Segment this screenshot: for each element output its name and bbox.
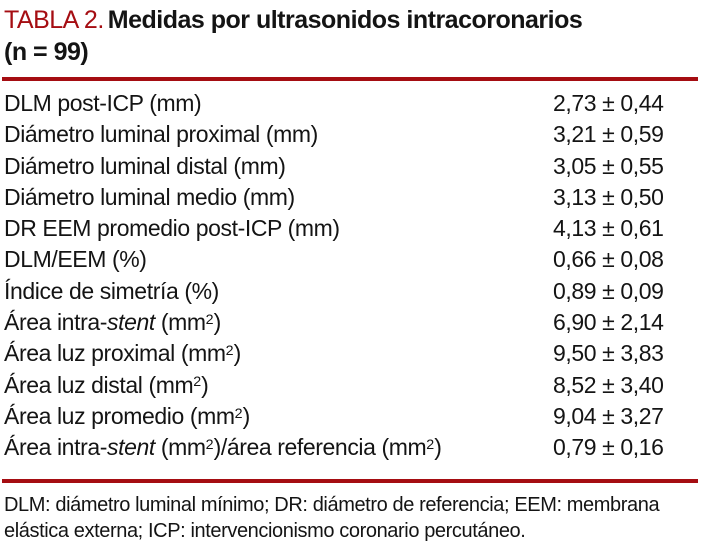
row-label: Diámetro luminal medio (mm) xyxy=(4,183,295,210)
row-value: 8,52 ± 3,40 xyxy=(553,371,664,398)
row-value: 4,13 ± 0,61 xyxy=(553,215,664,242)
row-value: 3,21 ± 0,59 xyxy=(553,121,664,148)
bottom-rule xyxy=(2,479,698,483)
row-label: Área intra-stent (mm2) xyxy=(4,309,221,336)
table-title: TABLA 2. Medidas por ultrasonidos intraco… xyxy=(4,4,583,68)
table-row: DLM post-ICP (mm) 2,73 ± 0,44 xyxy=(4,88,700,119)
row-value: 0,66 ± 0,08 xyxy=(553,246,664,273)
row-label: Diámetro luminal distal (mm) xyxy=(4,152,286,179)
footnote-line: elástica externa; ICP: intervencionismo … xyxy=(4,520,526,542)
table-row: Diámetro luminal proximal (mm) 3,21 ± 0,5… xyxy=(4,119,700,150)
row-label: Área luz promedio (mm2) xyxy=(4,402,250,429)
table-row: Área luz proximal (mm2) 9,50 ± 3,83 xyxy=(4,338,700,369)
footnote-line: DLM: diámetro luminal mínimo; DR: diámet… xyxy=(4,494,660,516)
table-sample-size: (n = 99) xyxy=(4,38,89,66)
row-label: Área luz proximal (mm2) xyxy=(4,340,241,367)
measurement-table: DLM post-ICP (mm) 2,73 ± 0,44 Diámetro lum… xyxy=(4,88,700,464)
row-value: 3,13 ± 0,50 xyxy=(553,183,664,210)
table-row: DR EEM promedio post-ICP (mm) 4,13 ± 0,61 xyxy=(4,213,700,244)
row-label: Área luz distal (mm2) xyxy=(4,371,209,398)
top-rule xyxy=(2,77,698,81)
row-label: DLM post-ICP (mm) xyxy=(4,90,202,116)
table-row: Área luz promedio (mm2) 9,04 ± 3,27 xyxy=(4,401,700,432)
table-row: Área luz distal (mm2) 8,52 ± 3,40 xyxy=(4,370,700,401)
table-row: Índice de simetría (%) 0,89 ± 0,09 xyxy=(4,276,700,307)
row-value: 0,79 ± 0,16 xyxy=(553,434,664,461)
table-caption: Medidas por ultrasonidos intracoronarios xyxy=(107,6,583,34)
row-value: 9,50 ± 3,83 xyxy=(553,340,664,367)
table-row: DLM/EEM (%) 0,66 ± 0,08 xyxy=(4,244,700,275)
table-row: Diámetro luminal distal (mm) 3,05 ± 0,55 xyxy=(4,151,700,182)
row-value: 9,04 ± 3,27 xyxy=(553,402,664,429)
table-row: Área intra-stent (mm2) 6,90 ± 2,14 xyxy=(4,307,700,338)
row-label: Índice de simetría (%) xyxy=(4,277,219,304)
row-label: Área intra-stent (mm2)/área referencia (… xyxy=(4,434,442,461)
row-value: 6,90 ± 2,14 xyxy=(553,309,664,336)
row-value: 3,05 ± 0,55 xyxy=(553,152,664,179)
table-number: TABLA 2. xyxy=(4,6,104,34)
row-value: 2,73 ± 0,44 xyxy=(553,90,664,116)
row-label: DLM/EEM (%) xyxy=(4,246,147,273)
row-label: DR EEM promedio post-ICP (mm) xyxy=(4,215,340,242)
table-title-line1: TABLA 2. Medidas por ultrasonidos intraco… xyxy=(4,4,583,36)
row-value: 0,89 ± 0,09 xyxy=(553,277,664,304)
row-label: Diámetro luminal proximal (mm) xyxy=(4,121,318,148)
table-footnote: DLM: diámetro luminal mínimo; DR: diámet… xyxy=(4,492,660,544)
table-row: Área intra-stent (mm2)/área referencia (… xyxy=(4,432,700,463)
table-row: Diámetro luminal medio (mm) 3,13 ± 0,50 xyxy=(4,182,700,213)
